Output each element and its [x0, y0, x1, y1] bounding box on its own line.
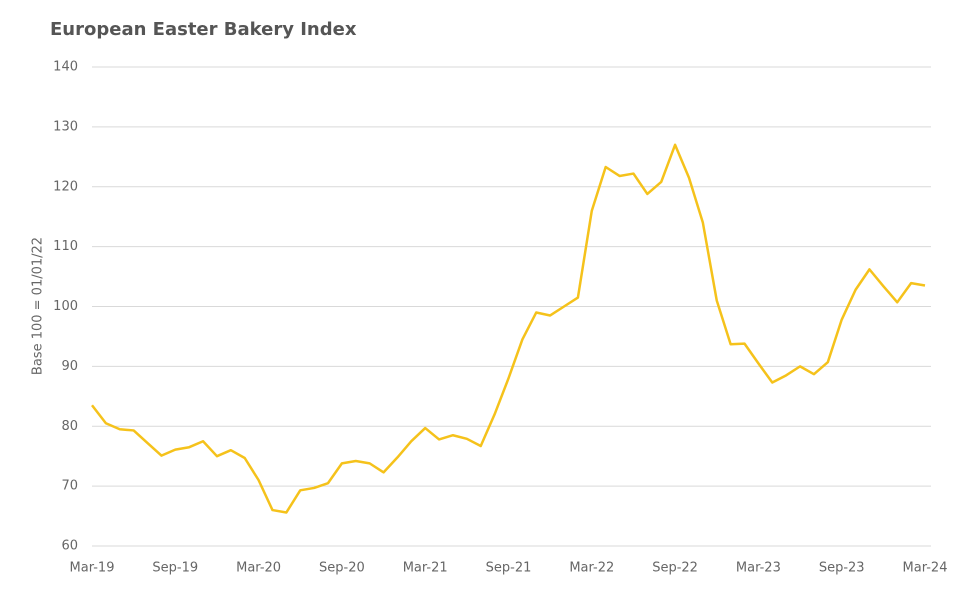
- y-tick-label: 70: [61, 479, 78, 494]
- y-tick-label: 140: [53, 60, 78, 75]
- x-tick-label: Mar-21: [403, 561, 448, 576]
- x-tick-label: Sep-22: [652, 561, 698, 576]
- x-tick-label: Mar-19: [70, 561, 115, 576]
- x-tick-label: Sep-21: [486, 561, 532, 576]
- y-tick-label: 80: [61, 419, 78, 434]
- y-tick-label: 60: [61, 539, 78, 554]
- y-tick-label: 120: [53, 179, 78, 194]
- x-tick-label: Sep-19: [152, 561, 198, 576]
- x-tick-label: Mar-20: [236, 561, 281, 576]
- x-tick-label: Mar-22: [569, 561, 614, 576]
- data-line: [91, 143, 926, 514]
- x-tick-label: Mar-24: [903, 561, 948, 576]
- x-tick-label: Sep-20: [319, 561, 365, 576]
- chart-title: European Easter Bakery Index: [50, 19, 357, 40]
- y-tick-label: 100: [53, 299, 78, 314]
- y-tick-label: 90: [61, 359, 78, 374]
- y-axis-label: Base 100 = 01/01/22: [31, 237, 46, 375]
- x-tick-label: Sep-23: [819, 561, 865, 576]
- y-tick-label: 130: [53, 119, 78, 134]
- x-tick-label: Mar-23: [736, 561, 781, 576]
- y-tick-label: 110: [53, 239, 78, 254]
